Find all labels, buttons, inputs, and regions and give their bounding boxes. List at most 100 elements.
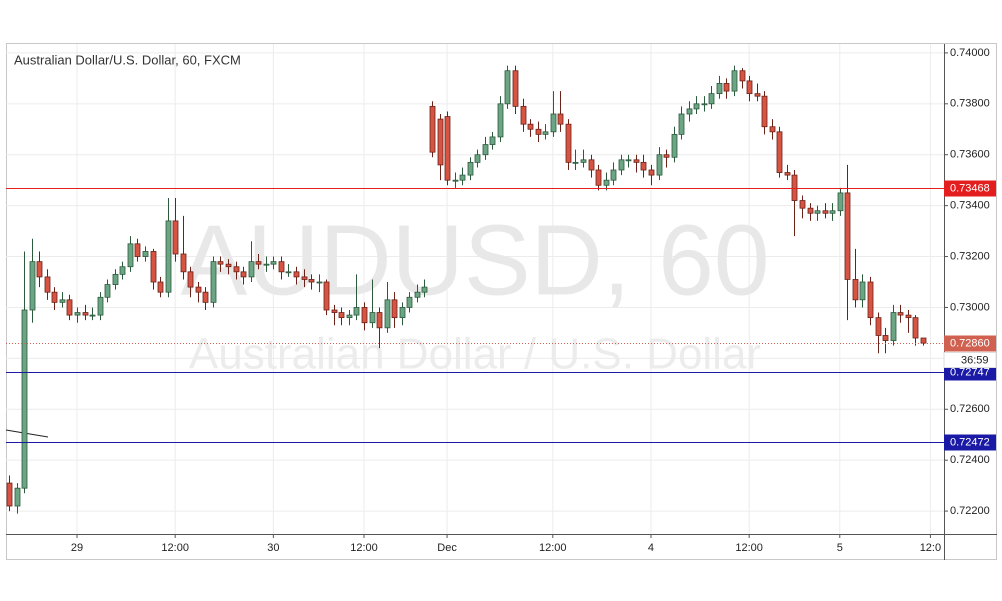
candle-body xyxy=(844,192,851,280)
countdown: 36:59 xyxy=(961,354,989,366)
candle-body xyxy=(278,261,285,273)
candle-body xyxy=(882,335,889,341)
candle-body xyxy=(406,296,413,308)
candle-body xyxy=(437,118,444,166)
y-tick-label: 0.73400 xyxy=(950,200,990,212)
candle-body xyxy=(165,220,172,293)
candle-body xyxy=(233,266,240,273)
candle-body xyxy=(625,159,632,162)
candle-body xyxy=(905,314,912,319)
candle-body xyxy=(263,263,270,266)
candle-body xyxy=(452,179,459,182)
level-tag xyxy=(944,364,996,381)
candle-body xyxy=(82,312,89,316)
candle-body xyxy=(225,263,232,268)
candle-body xyxy=(542,131,549,135)
candle-body xyxy=(588,159,595,171)
candle-body xyxy=(467,161,474,176)
candle-body xyxy=(723,83,730,92)
candle-body xyxy=(323,281,330,311)
candle-body xyxy=(74,312,81,316)
candle-body xyxy=(686,108,693,115)
candle-body xyxy=(497,103,504,138)
candle-body xyxy=(603,179,610,186)
candle-body xyxy=(807,207,814,214)
candle-body xyxy=(21,309,28,489)
candle-body xyxy=(391,299,398,319)
candle-body xyxy=(308,279,315,283)
candle-body xyxy=(195,286,202,293)
chart-title: Australian Dollar/U.S. Dollar, 60, FXCM xyxy=(14,52,241,67)
candle-body xyxy=(346,314,353,319)
x-tick-label: 5 xyxy=(837,542,843,554)
candle-body xyxy=(557,113,564,125)
candle-body xyxy=(150,251,157,283)
candle-body xyxy=(512,70,519,107)
candle-body xyxy=(414,291,421,298)
candle-body xyxy=(474,154,481,163)
last-price-label: 0.72860 xyxy=(950,337,990,349)
candle-body xyxy=(572,161,579,164)
candle-body xyxy=(51,291,58,303)
candle-body xyxy=(142,251,149,257)
candle-body xyxy=(852,279,859,301)
candle-body xyxy=(361,307,368,324)
candle-body xyxy=(595,169,602,186)
candle-body xyxy=(822,210,829,214)
candle-body xyxy=(648,169,655,176)
candle-body xyxy=(119,266,126,275)
level-tag-label: 0.72747 xyxy=(950,366,990,378)
candle-body xyxy=(663,154,670,158)
y-tick-label: 0.72200 xyxy=(950,505,990,517)
candle-body xyxy=(429,105,436,153)
candle-body xyxy=(784,172,791,176)
candle-body xyxy=(739,70,746,82)
candle-body xyxy=(693,103,700,110)
y-tick-label: 0.73000 xyxy=(950,301,990,313)
candle-body xyxy=(912,317,919,339)
level-tag xyxy=(944,180,996,197)
candle-body xyxy=(799,200,806,209)
candle-body xyxy=(172,220,179,255)
candle-body xyxy=(301,276,308,280)
watermark: AUDUSD, 60 xyxy=(180,204,769,316)
candle-body xyxy=(459,174,466,181)
y-tick-label: 0.72400 xyxy=(950,454,990,466)
candle-body xyxy=(89,314,96,317)
candle-body xyxy=(112,273,119,285)
countdown-tag xyxy=(943,352,997,368)
candle-body xyxy=(656,154,663,176)
candle-body xyxy=(217,261,224,265)
x-tick-label: 12:0 xyxy=(920,542,941,554)
candle-body xyxy=(29,261,36,311)
candle-body xyxy=(104,284,111,298)
candle-body xyxy=(761,95,768,128)
candle-body xyxy=(180,253,187,273)
candle-body xyxy=(716,83,723,95)
candle-body xyxy=(316,281,323,284)
candle-body xyxy=(384,299,391,329)
candle-body xyxy=(610,169,617,181)
x-tick-label: Dec xyxy=(437,542,457,554)
x-tick-label: 12:00 xyxy=(539,542,567,554)
candle-body xyxy=(489,136,496,145)
x-tick-label: 30 xyxy=(267,542,279,554)
candle-body xyxy=(776,131,783,173)
candle-body xyxy=(814,210,821,214)
x-tick-label: 12:00 xyxy=(735,542,763,554)
candle-body xyxy=(331,309,338,313)
level-tag xyxy=(944,434,996,451)
candle-body xyxy=(376,312,383,329)
candle-body xyxy=(240,271,247,278)
candle-body xyxy=(769,126,776,133)
candle-body xyxy=(565,123,572,163)
candle-body xyxy=(338,312,345,319)
candle-body xyxy=(580,159,587,163)
candle-body xyxy=(353,307,360,316)
candle-body xyxy=(97,296,104,316)
candle-body xyxy=(44,276,51,293)
y-tick-label: 0.72600 xyxy=(950,403,990,415)
candle-body xyxy=(890,312,897,341)
candle-body xyxy=(59,299,66,303)
watermark-subtitle: Australian Dollar / U.S. Dollar xyxy=(189,330,761,379)
